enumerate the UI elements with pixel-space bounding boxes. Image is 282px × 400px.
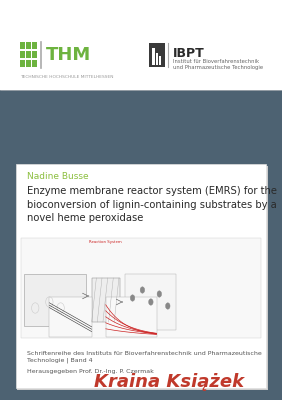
Bar [20, 60, 25, 67]
Circle shape [149, 299, 153, 305]
Text: THM: THM [46, 46, 91, 64]
Bar [16, 164, 266, 388]
Text: Schriftenreihe des Instituts für Bioverfahrenstechnik und Pharmazeutische
Techno: Schriftenreihe des Instituts für Bioverf… [27, 351, 261, 363]
Bar [0, 0, 282, 90]
Bar [156, 53, 158, 65]
Text: IBPT: IBPT [173, 47, 204, 60]
Text: Herausgegeben Prof. Dr.-Ing. P. Czermak: Herausgegeben Prof. Dr.-Ing. P. Czermak [27, 369, 154, 374]
Circle shape [140, 287, 145, 293]
Bar [26, 51, 31, 58]
Text: Institut für Bioverfahrenstechnik
und Pharmazeutische Technologie: Institut für Bioverfahrenstechnik und Ph… [173, 59, 263, 70]
Bar [125, 274, 176, 330]
Bar [149, 43, 165, 67]
Bar [152, 48, 155, 65]
Bar [106, 297, 157, 337]
Bar [0, 90, 282, 400]
Bar [159, 56, 161, 65]
Bar [32, 60, 37, 67]
Text: Kraina Książek: Kraina Książek [94, 373, 244, 391]
Circle shape [130, 295, 135, 301]
Bar [49, 297, 92, 337]
Text: Reaction System: Reaction System [89, 240, 122, 244]
Text: Enzyme membrane reactor system (EMRS) for the
bioconversion of lignin-containing: Enzyme membrane reactor system (EMRS) fo… [27, 186, 277, 223]
Bar [17, 166, 268, 390]
Circle shape [157, 291, 162, 297]
Bar [20, 51, 25, 58]
Bar [21, 238, 261, 338]
Bar [32, 51, 37, 58]
Bar [32, 42, 37, 49]
Circle shape [166, 303, 170, 309]
Text: Nadine Busse: Nadine Busse [27, 172, 89, 181]
Bar [26, 42, 31, 49]
Bar [92, 278, 120, 322]
Bar [20, 42, 25, 49]
Text: TECHNISCHE HOCHSCHULE MITTELHESSEN: TECHNISCHE HOCHSCHULE MITTELHESSEN [20, 75, 113, 79]
Bar [24, 274, 86, 326]
Bar [26, 60, 31, 67]
